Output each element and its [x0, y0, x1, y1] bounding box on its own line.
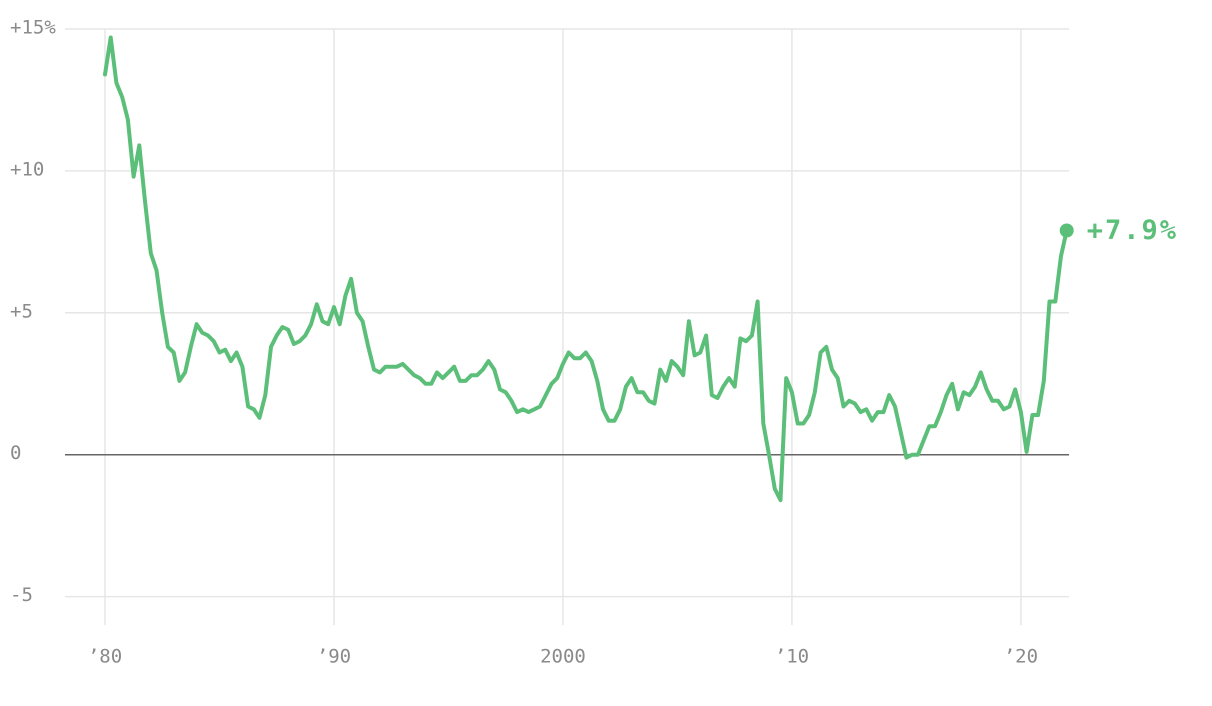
- end-point: [1059, 223, 1074, 238]
- x-tick-label: ’10: [775, 646, 809, 668]
- x-tick-label: ’80: [88, 646, 122, 668]
- end-label: +7.9%: [1087, 215, 1178, 246]
- y-tick-label: +10: [10, 158, 44, 180]
- x-tick-label: 2000: [540, 646, 586, 668]
- y-tick-label: +5: [10, 300, 33, 322]
- y-tick-label: +15%: [10, 17, 56, 39]
- y-tick-label: -5: [10, 584, 33, 606]
- x-tick-label: ’20: [1004, 646, 1038, 668]
- y-tick-label: 0: [10, 442, 21, 464]
- data-line: [103, 35, 1069, 503]
- x-tick-label: ’90: [317, 646, 351, 668]
